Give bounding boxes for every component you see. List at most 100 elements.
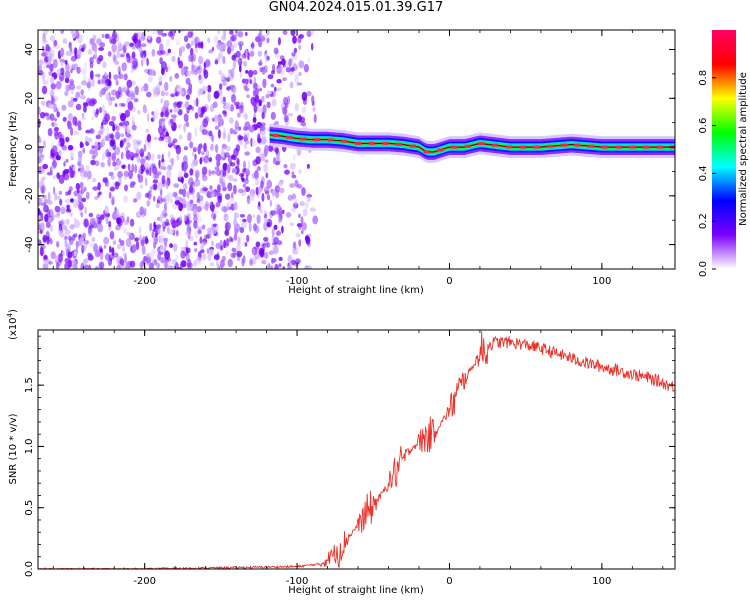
spectrogram-noise-speck <box>128 169 134 180</box>
spectrogram-noise-speck <box>146 91 152 98</box>
spectrogram-noise-speck <box>108 254 115 261</box>
spectrogram-noise-speck <box>103 236 109 245</box>
spectrogram-noise-speck <box>162 237 169 242</box>
spectrogram-noise-speck <box>58 253 63 263</box>
spectrogram-noise-speck <box>97 79 101 85</box>
spectrogram-noise-speck <box>142 104 147 114</box>
spectrogram-noise-speck <box>115 182 121 187</box>
spectrogram-noise-speck <box>196 256 202 263</box>
spectrogram-noise-speck <box>164 52 169 56</box>
spectrogram-noise-speck <box>111 43 117 53</box>
spectrogram-noise-speck <box>266 55 270 61</box>
spectrogram-noise-speck <box>200 106 205 115</box>
spectrogram-noise-speck <box>170 35 175 40</box>
spectrogram-noise-speck <box>130 68 134 74</box>
spectrogram-noise-speck <box>203 142 207 152</box>
spectrogram-noise-speck <box>69 83 75 91</box>
spectrogram-noise-speck <box>277 240 283 246</box>
spectrogram-noise-speck <box>62 116 67 122</box>
spectrogram-noise-speck <box>249 258 253 266</box>
spectrogram-noise-speck <box>60 61 64 67</box>
spectrogram-noise-speck <box>299 201 305 207</box>
spectrogram-noise-speck <box>183 123 186 133</box>
spectrogram-noise-speck <box>195 256 202 262</box>
spectrogram-noise-speck <box>199 187 204 194</box>
spectrogram-noise-speck <box>181 103 188 108</box>
spectrogram-noise-speck <box>157 50 163 56</box>
spectrogram-noise-speck <box>154 224 160 230</box>
spectrogram-noise-speck <box>264 213 267 219</box>
spectrogram-noise-speck <box>244 242 248 247</box>
spectrogram-noise-speck <box>86 191 90 200</box>
spectrogram-ridge-peak <box>643 145 649 149</box>
spectrogram-noise-speck <box>80 189 85 194</box>
spectrogram-noise-speck <box>259 30 263 38</box>
spectrogram-noise-speck <box>213 114 219 123</box>
spectrogram-noise-speck <box>245 174 249 181</box>
spectrogram-noise-speck <box>111 89 117 96</box>
spectrogram-noise-speck <box>304 201 309 209</box>
spectrogram-noise-speck <box>119 53 125 58</box>
spectrogram-noise-speck <box>273 224 278 230</box>
spectrogram-noise-speck <box>223 100 227 107</box>
spectrogram-ridge-peak <box>464 144 471 148</box>
spectrogram-noise-speck <box>60 227 64 234</box>
spectrogram-noise-speck <box>153 259 158 265</box>
spectrogram-noise-speck <box>263 251 269 260</box>
spectrogram-noise-speck <box>188 235 194 242</box>
spectrogram-noise-speck <box>191 64 195 73</box>
spectrogram-noise-speck <box>165 179 169 190</box>
snr-y-tick-label: 0.0 <box>24 561 35 577</box>
spectrogram-noise-speck <box>49 76 55 84</box>
spectrogram-noise-speck <box>75 103 82 111</box>
spectrogram-noise-speck <box>53 117 57 122</box>
spectrogram-noise-speck <box>52 186 56 195</box>
spectrogram-noise-speck <box>176 229 179 237</box>
spectrogram-noise-speck <box>260 180 264 189</box>
spectrogram-noise-speck <box>194 229 199 239</box>
spectrogram-noise-speck <box>123 195 128 203</box>
spectrogram-noise-speck <box>146 200 151 207</box>
spectrogram-noise-speck <box>218 69 223 76</box>
spectrogram-noise-speck <box>105 126 110 135</box>
spectrogram-noise-speck <box>83 240 89 245</box>
spectrogram-noise-speck <box>72 97 78 102</box>
spectrogram-noise-speck <box>42 163 49 170</box>
spectrogram-noise-speck <box>291 52 296 57</box>
spectrogram-noise-speck <box>98 54 104 62</box>
spectrogram-noise-speck <box>77 126 82 131</box>
spectrogram-noise-speck <box>278 263 282 268</box>
spectrogram-noise-speck <box>129 218 135 227</box>
spectrogram-noise-speck <box>59 198 63 206</box>
spectrogram-noise-speck <box>145 238 149 244</box>
spectrogram-noise-speck <box>158 118 163 128</box>
spectrogram-noise-speck <box>157 181 163 191</box>
spectrogram-noise-speck <box>64 90 69 97</box>
spectrogram-noise-speck <box>238 135 244 140</box>
spectrogram-noise-speck <box>102 151 106 159</box>
spectrogram-noise-speck <box>147 190 152 200</box>
spectrogram-noise-speck <box>217 129 221 139</box>
spectrogram-noise-speck <box>238 126 242 131</box>
spectrogram-noise-speck <box>186 200 190 209</box>
spectrogram-noise-speck <box>227 258 233 268</box>
spectrogram-noise-speck <box>218 170 223 180</box>
spectrogram-noise-speck <box>48 104 54 110</box>
colorbar-tick-label: 0.4 <box>698 165 709 181</box>
spectrogram-ridge-layer <box>269 132 675 155</box>
spectrogram-noise-speck <box>61 144 67 151</box>
spectrogram-noise-speck <box>145 108 148 114</box>
spectrogram-noise-speck <box>183 66 189 71</box>
spectrogram-noise-speck <box>107 79 112 87</box>
spectrogram-noise-speck <box>264 244 267 248</box>
spectrogram-noise-speck <box>235 50 241 59</box>
spectrogram-noise-speck <box>229 197 236 202</box>
spectrogram-noise-speck <box>160 246 163 253</box>
spectrogram-noise-speck <box>65 218 70 226</box>
spectrogram-noise-speck <box>67 251 73 259</box>
spectrogram-noise-speck <box>89 70 94 80</box>
spectrogram-noise-speck <box>89 149 95 155</box>
spectrogram-noise-speck <box>52 145 58 154</box>
spectrogram-noise-speck <box>188 177 194 187</box>
spectrogram-noise-speck <box>183 214 187 222</box>
